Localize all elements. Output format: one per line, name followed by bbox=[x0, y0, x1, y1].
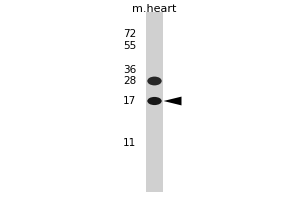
Ellipse shape bbox=[147, 77, 162, 85]
Bar bbox=[146, 12, 163, 192]
Ellipse shape bbox=[147, 97, 162, 105]
Text: 55: 55 bbox=[123, 41, 136, 51]
Text: 11: 11 bbox=[123, 138, 136, 148]
Text: 17: 17 bbox=[123, 96, 136, 106]
Polygon shape bbox=[164, 97, 181, 105]
Text: 72: 72 bbox=[123, 29, 136, 39]
Text: 36: 36 bbox=[123, 65, 136, 75]
Text: m.heart: m.heart bbox=[132, 4, 177, 14]
Text: 28: 28 bbox=[123, 76, 136, 86]
